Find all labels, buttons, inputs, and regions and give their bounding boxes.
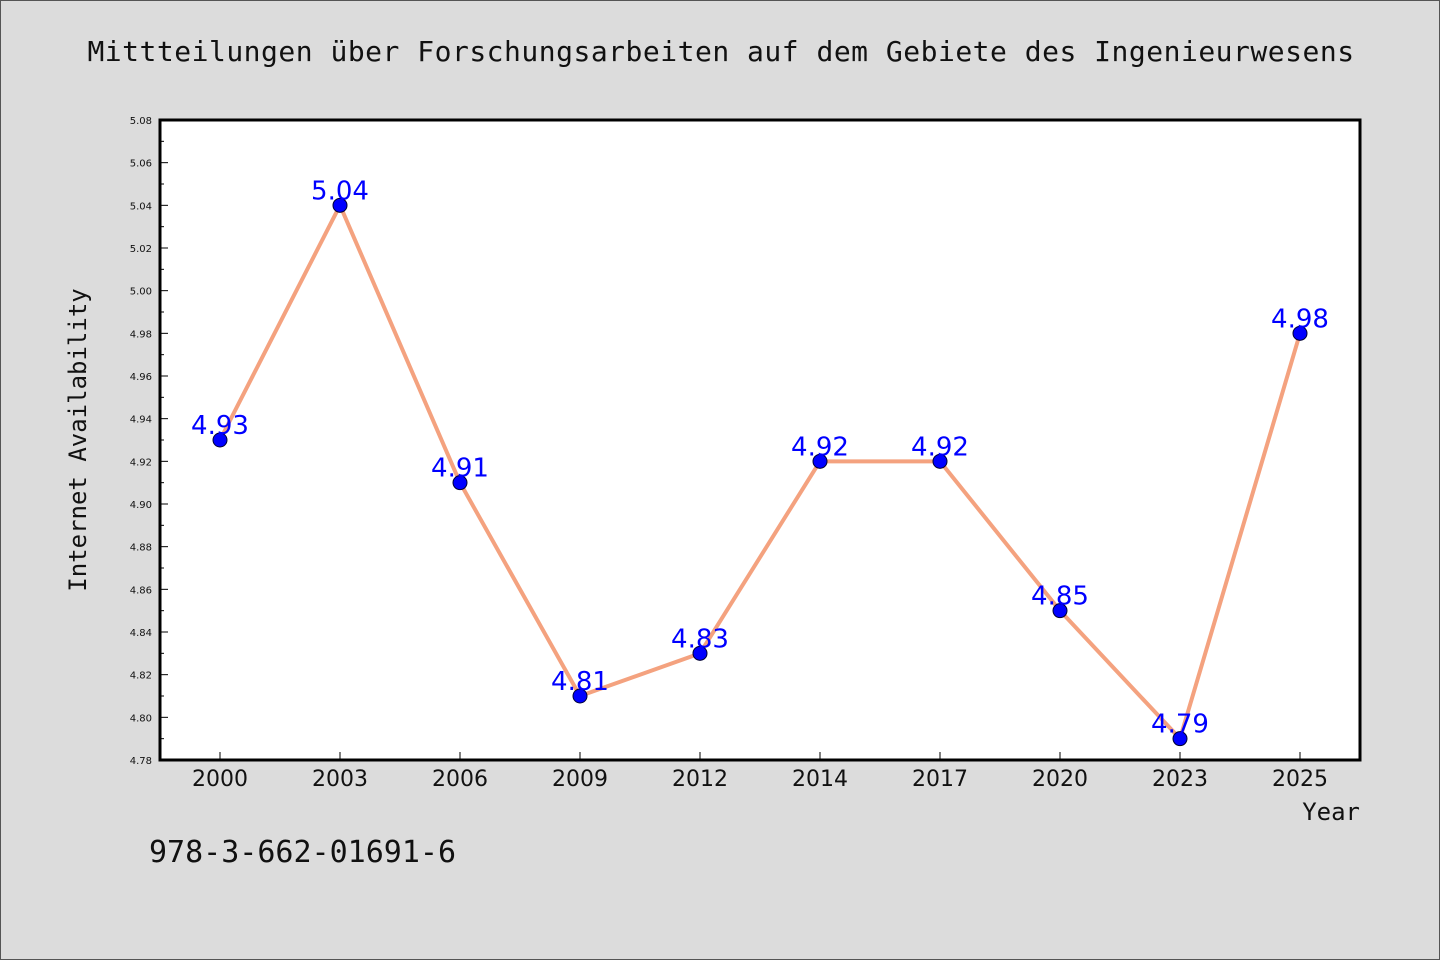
x-tick-label: 2017 [912, 767, 968, 792]
y-tick-label: 5.02 [130, 244, 152, 255]
x-tick-label: 2000 [192, 767, 248, 792]
plot-frame [158, 118, 1362, 762]
y-tick-label: 5.08 [130, 116, 152, 127]
series-line [218, 203, 1302, 741]
x-tick-label: 2014 [792, 767, 848, 792]
y-tick-label: 5.00 [130, 287, 152, 298]
x-tick-label: 2020 [1032, 767, 1088, 792]
y-tick-label: 4.98 [130, 329, 152, 340]
x-tick-label: 2025 [1272, 767, 1328, 792]
data-label: 4.93 [191, 411, 249, 441]
data-point [932, 453, 948, 469]
x-tick-label: 2012 [672, 767, 728, 792]
y-tick-label: 4.94 [130, 415, 152, 426]
data-point [692, 645, 708, 661]
data-label: 4.81 [551, 667, 609, 697]
x-tick-label: 2006 [432, 767, 488, 792]
y-tick-label: 4.88 [130, 543, 152, 554]
x-tick-label: 2009 [552, 767, 608, 792]
x-tick-label: 2023 [1152, 767, 1208, 792]
data-label: 5.04 [311, 176, 369, 206]
data-label: 4.92 [911, 432, 969, 462]
data-point [572, 688, 588, 704]
data-point [452, 475, 468, 491]
data-point [1052, 603, 1068, 619]
data-label: 4.83 [671, 624, 729, 654]
y-tick-label: 4.82 [130, 671, 152, 682]
data-point [212, 432, 228, 448]
y-axis: 4.78 4.80 4.82 4.84 4.86 4.88 4.90 4.92 4.94 4.96… [130, 116, 168, 767]
y-tick-label: 5.06 [130, 159, 152, 170]
series-group: 4.93 5.04 4.91 4.81 4.83 4.92 4.92 4.85 4.79 4.98 [191, 176, 1329, 747]
plot-area [160, 120, 1360, 760]
x-tick-label: 2003 [312, 767, 368, 792]
y-tick-label: 4.92 [130, 457, 152, 468]
y-tick-label: 5.04 [130, 201, 152, 212]
data-label: 4.91 [431, 454, 489, 484]
data-label: 4.85 [1031, 582, 1089, 612]
data-label: 4.79 [1151, 710, 1209, 740]
y-tick-label: 4.78 [130, 756, 152, 767]
data-point [1172, 731, 1188, 747]
y-tick-label: 4.80 [130, 713, 152, 724]
x-axis-label: Year [1302, 798, 1360, 826]
data-label: 4.98 [1271, 304, 1329, 334]
data-point [332, 197, 348, 213]
isbn-text: 978-3-662-01691-6 [149, 835, 457, 870]
y-axis-label: Internet Availability [64, 288, 92, 591]
y-tick-label: 4.96 [130, 372, 152, 383]
y-tick-label: 4.86 [130, 585, 152, 596]
data-point [812, 453, 828, 469]
data-point [1292, 325, 1308, 341]
y-tick-label: 4.90 [130, 500, 152, 511]
chart-title: Mittteilungen über Forschungsarbeiten au… [87, 35, 1355, 68]
data-label: 4.92 [791, 432, 849, 462]
x-axis: 2000 2003 2006 2009 2012 2014 2017 2020 2023 2025 [192, 752, 1328, 792]
y-tick-label: 4.84 [130, 628, 152, 639]
